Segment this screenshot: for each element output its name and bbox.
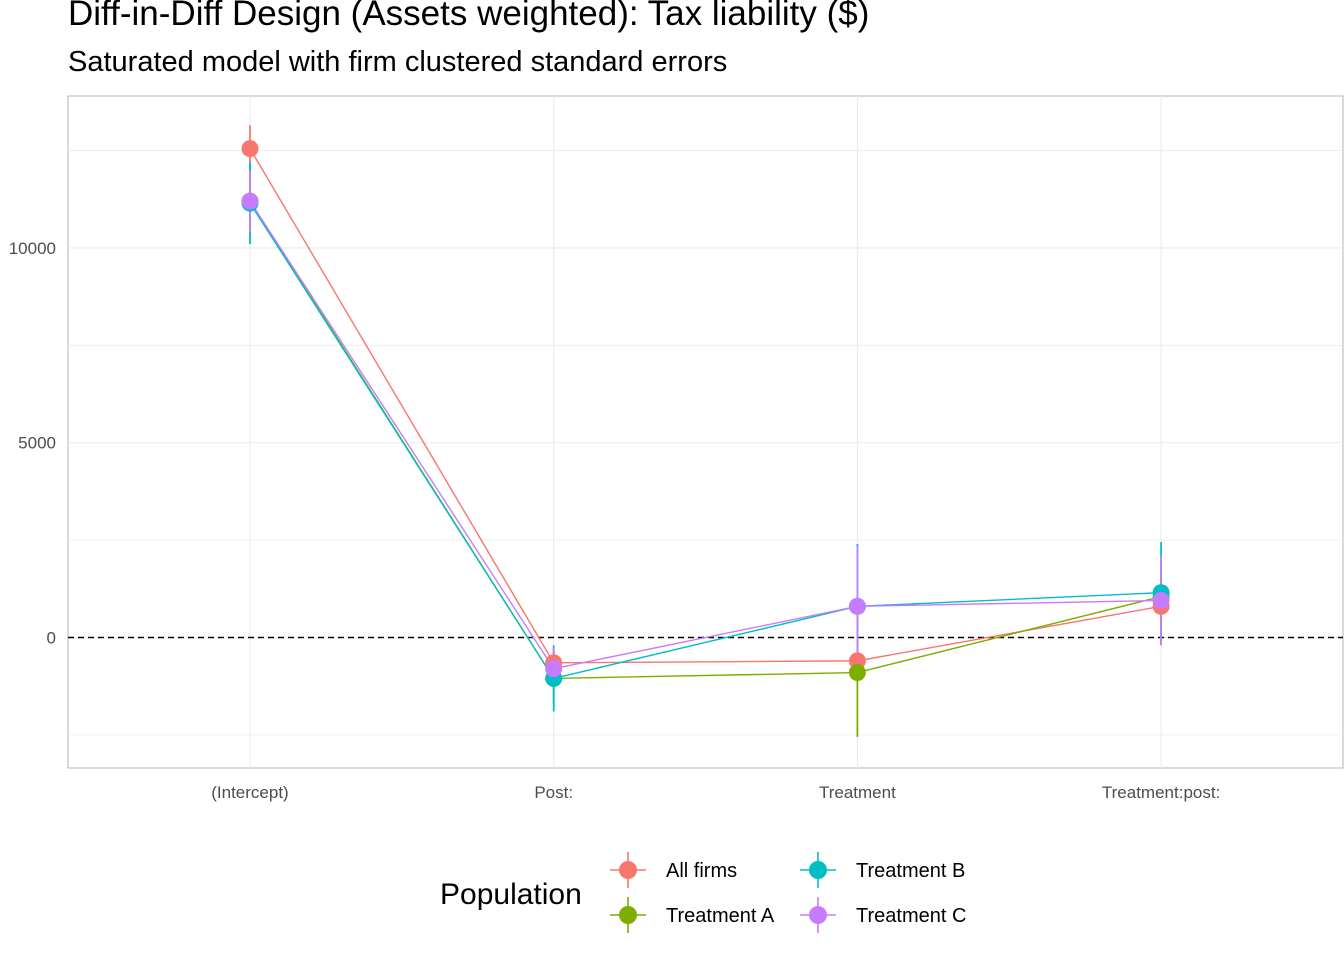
data-point <box>241 140 259 158</box>
data-point <box>848 664 866 682</box>
x-tick-label: Treatment <box>819 783 896 802</box>
plot-panel <box>67 95 1344 769</box>
y-tick-label: 5000 <box>18 434 56 453</box>
data-point <box>848 652 866 670</box>
plot-border <box>67 95 1344 769</box>
legend-title: Population <box>440 878 582 911</box>
series-line <box>249 202 1162 680</box>
x-tick-label: Post: <box>534 783 573 802</box>
legend-label: All firms <box>666 860 737 882</box>
series-line <box>249 148 1162 664</box>
y-tick-label: 0 <box>47 628 56 647</box>
y-tick-label: 10000 <box>9 239 56 258</box>
legend-label: Treatment A <box>666 905 775 927</box>
series-lines <box>249 148 1162 680</box>
chart-title: Diff-in-Diff Design (Assets weighted): T… <box>68 0 870 33</box>
data-point <box>1152 591 1170 609</box>
legend-key-point <box>809 906 827 924</box>
data-points <box>241 140 1170 687</box>
legend-key-point <box>809 861 827 879</box>
legend: Population All firms Treatment A Treatment … <box>440 852 966 933</box>
legend-key-point <box>619 906 637 924</box>
x-tick-label: (Intercept) <box>211 783 288 802</box>
legend-label: Treatment C <box>856 905 966 927</box>
axes: 0 5000 10000 (Intercept) Post: Treatment Treat… <box>9 239 1221 802</box>
x-tick-label: Treatment:post: <box>1102 783 1220 802</box>
legend-label: Treatment B <box>856 860 965 882</box>
data-point <box>848 597 866 615</box>
chart-subtitle: Saturated model with firm clustered stan… <box>68 46 728 78</box>
data-point <box>545 660 563 678</box>
legend-key-point <box>619 861 637 879</box>
series-line <box>249 200 1162 670</box>
data-point <box>241 192 259 210</box>
